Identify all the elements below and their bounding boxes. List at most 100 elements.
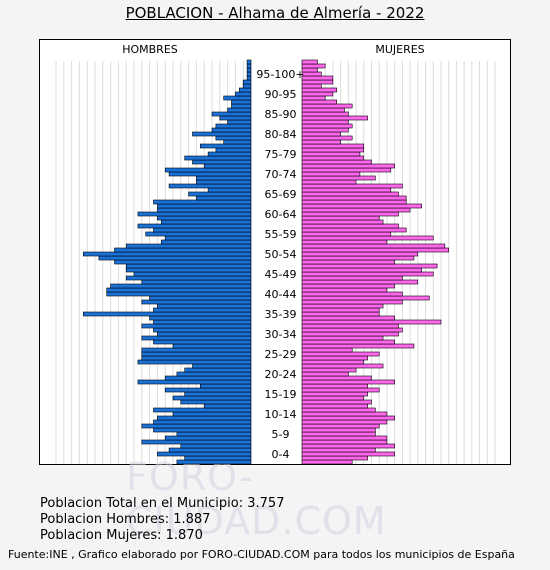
bar-hombres-age-56 bbox=[164, 235, 252, 241]
bar-hombres-age-46 bbox=[125, 275, 252, 281]
bar-hombres-age-91 bbox=[223, 95, 252, 101]
bar-mujeres-age-63 bbox=[301, 207, 411, 213]
bar-hombres-age-49 bbox=[125, 263, 252, 269]
population-pyramid: 0-4 5-9 10-14 15-19 20-24 25-29 30-34 35-39 40-4… bbox=[55, 43, 496, 464]
stat-hombres: Poblacion Hombres: 1.887 bbox=[40, 512, 211, 527]
bar-mujeres-age-80 bbox=[301, 139, 341, 145]
bar-hombres-age-54 bbox=[125, 243, 252, 249]
bar-hombres-age-41 bbox=[149, 295, 252, 301]
bar-mujeres-age-27 bbox=[301, 351, 380, 357]
bar-mujeres-age-2 bbox=[301, 451, 395, 457]
bar-mujeres-age-35 bbox=[301, 319, 442, 325]
bar-hombres-age-10 bbox=[153, 419, 252, 425]
bar-mujeres-age-32 bbox=[301, 331, 399, 337]
bar-hombres-age-92 bbox=[235, 91, 252, 97]
bar-hombres-age-76 bbox=[184, 155, 252, 161]
bar-hombres-age-36 bbox=[149, 315, 252, 321]
bar-mujeres-age-29 bbox=[301, 343, 415, 349]
bar-hombres-age-66 bbox=[196, 195, 252, 201]
bar-mujeres-age-84 bbox=[301, 123, 353, 129]
bar-mujeres-age-82 bbox=[301, 131, 341, 137]
bar-hombres-age-99 bbox=[246, 63, 252, 69]
age-label-30-34: 30-34 bbox=[265, 328, 297, 341]
age-label-60-64: 60-64 bbox=[265, 208, 297, 221]
bar-mujeres-age-53 bbox=[301, 247, 449, 253]
bar-hombres-age-47 bbox=[133, 271, 252, 277]
bar-mujeres-age-21 bbox=[301, 375, 372, 381]
bar-mujeres-age-62 bbox=[301, 211, 399, 217]
bar-hombres-age-32 bbox=[157, 331, 252, 337]
bar-hombres-age-30 bbox=[153, 339, 252, 345]
bar-hombres-age-2 bbox=[157, 451, 252, 457]
bar-mujeres-age-45 bbox=[301, 279, 419, 285]
bar-mujeres-age-6 bbox=[301, 435, 388, 441]
bar-hombres-age-34 bbox=[141, 323, 252, 329]
bar-hombres-age-38 bbox=[153, 307, 252, 313]
bar-mujeres-age-85 bbox=[301, 119, 349, 125]
bar-mujeres-age-50 bbox=[301, 259, 395, 265]
legend-mujeres: MUJERES bbox=[375, 43, 424, 56]
bar-mujeres-age-89 bbox=[301, 103, 353, 109]
bar-hombres-age-5 bbox=[141, 439, 252, 445]
bar-mujeres-age-87 bbox=[301, 111, 349, 117]
bar-mujeres-age-76 bbox=[301, 155, 365, 161]
age-label-20-24: 20-24 bbox=[265, 368, 297, 381]
bar-mujeres-age-39 bbox=[301, 303, 384, 309]
bar-hombres-age-98 bbox=[246, 67, 252, 73]
bar-hombres-age-85 bbox=[227, 119, 252, 125]
bar-hombres-age-73 bbox=[164, 167, 252, 173]
bar-hombres-age-77 bbox=[207, 151, 252, 157]
bar-hombres-age-8 bbox=[153, 427, 252, 433]
bar-mujeres-age-56 bbox=[301, 235, 434, 241]
bar-hombres-age-37 bbox=[82, 311, 252, 317]
bar-mujeres-age-75 bbox=[301, 159, 372, 165]
age-label-40-44: 40-44 bbox=[265, 288, 297, 301]
bar-hombres-age-88 bbox=[227, 107, 252, 113]
bar-hombres-age-87 bbox=[211, 111, 252, 117]
bar-hombres-age-17 bbox=[184, 391, 252, 397]
bar-mujeres-age-11 bbox=[301, 415, 395, 421]
bar-mujeres-age-61 bbox=[301, 215, 380, 221]
age-label-50-54: 50-54 bbox=[265, 248, 297, 261]
bar-mujeres-age-38 bbox=[301, 307, 380, 313]
bar-hombres-age-6 bbox=[164, 435, 252, 441]
bar-mujeres-age-3 bbox=[301, 447, 376, 453]
bar-hombres-age-62 bbox=[137, 211, 252, 217]
bar-hombres-age-23 bbox=[184, 367, 252, 373]
bar-hombres-age-58 bbox=[153, 227, 252, 233]
bar-hombres-age-81 bbox=[215, 135, 252, 141]
bar-hombres-age-11 bbox=[157, 415, 252, 421]
bar-hombres-age-78 bbox=[215, 147, 252, 153]
bar-hombres-age-7 bbox=[176, 431, 252, 437]
bar-hombres-age-100 bbox=[246, 59, 252, 65]
bar-hombres-age-25 bbox=[137, 359, 252, 365]
bar-hombres-age-48 bbox=[125, 267, 252, 273]
bar-hombres-age-80 bbox=[223, 139, 252, 145]
bar-mujeres-age-100 bbox=[301, 59, 318, 65]
bar-hombres-age-35 bbox=[153, 319, 252, 325]
bar-mujeres-age-19 bbox=[301, 383, 368, 389]
bar-mujeres-age-44 bbox=[301, 283, 395, 289]
bar-hombres-age-97 bbox=[246, 71, 252, 77]
bar-mujeres-age-31 bbox=[301, 335, 384, 341]
bar-mujeres-age-4 bbox=[301, 443, 395, 449]
age-label-95-100+: 95-100+ bbox=[256, 68, 304, 81]
bar-hombres-age-39 bbox=[157, 303, 252, 309]
bar-hombres-age-15 bbox=[180, 399, 252, 405]
bar-hombres-age-86 bbox=[219, 115, 252, 121]
bar-hombres-age-51 bbox=[98, 255, 252, 261]
bar-mujeres-age-91 bbox=[301, 95, 326, 101]
bar-mujeres-age-23 bbox=[301, 367, 357, 373]
bar-mujeres-age-13 bbox=[301, 407, 376, 413]
bar-hombres-age-0 bbox=[176, 459, 252, 464]
bar-hombres-age-44 bbox=[110, 283, 252, 289]
bar-mujeres-age-24 bbox=[301, 363, 384, 369]
bar-hombres-age-68 bbox=[207, 187, 252, 193]
bar-hombres-age-55 bbox=[161, 239, 252, 245]
source-footer: Fuente:INE , Grafico elaborado por FORO-… bbox=[8, 548, 515, 561]
bar-mujeres-age-0 bbox=[301, 459, 353, 464]
bar-mujeres-age-8 bbox=[301, 427, 376, 433]
bar-mujeres-age-55 bbox=[301, 239, 388, 245]
bar-hombres-age-75 bbox=[192, 159, 252, 165]
bar-hombres-age-52 bbox=[82, 251, 252, 257]
